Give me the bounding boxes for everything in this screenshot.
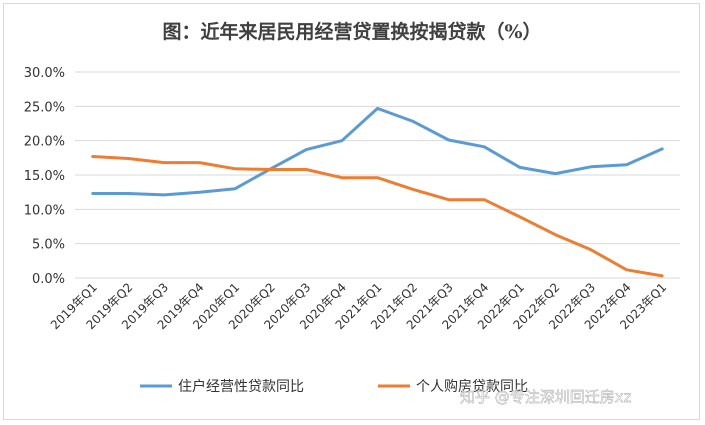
y-tick-label: 30.0% [24,66,65,81]
legend-label: 个人购房贷款同比 [416,379,528,395]
y-tick-label: 25.0% [24,100,65,115]
y-tick-label: 20.0% [24,135,65,150]
y-axis-ticks: 0.0% 5.0% 10.0% 15.0% 20.0% 25.0% 30.0% [24,66,65,287]
y-tick-label: 0.0% [32,272,65,287]
series-line-2 [91,155,664,278]
x-axis-ticks: 2019年Q12019年Q22019年Q32019年Q42020年Q12020年… [48,280,669,332]
grid-lines [75,71,680,279]
y-tick-label: 15.0% [24,169,65,184]
series-line-1 [91,106,664,197]
chart-title: 图：近年来居民用经营贷置换按揭贷款（%） [162,20,541,43]
series-lines [91,106,664,278]
legend: 住户经营性贷款同比 个人购房贷款同比 [140,378,528,395]
legend-label: 住户经营性贷款同比 [178,378,304,395]
y-tick-label: 10.0% [24,203,65,218]
y-tick-label: 5.0% [32,238,65,253]
watermark-text: 知乎 @专注深圳回迁房xz [460,388,632,406]
